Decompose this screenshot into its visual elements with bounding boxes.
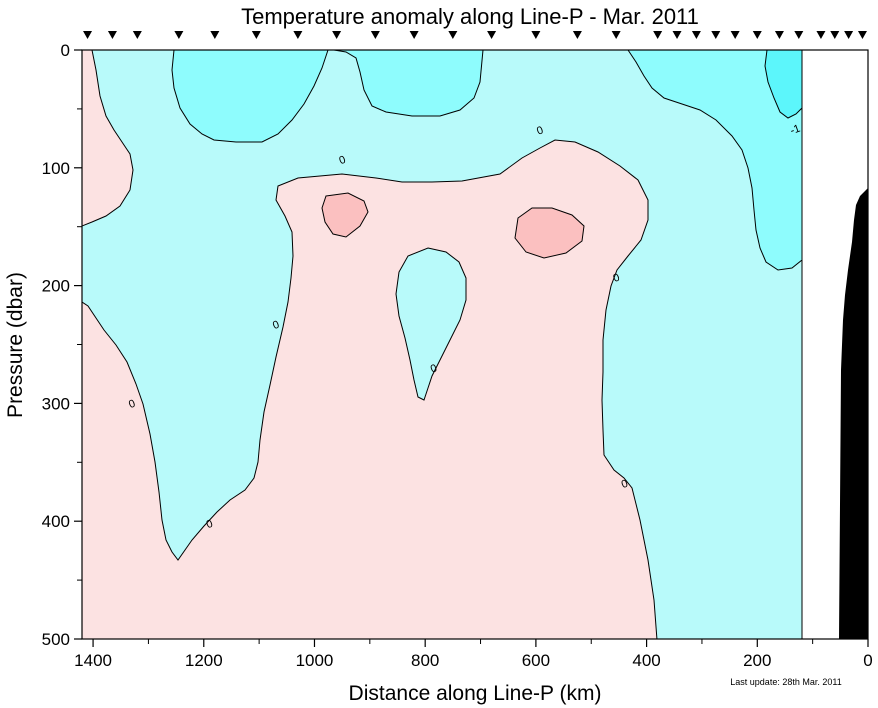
region-strong-negative-1	[171, 50, 329, 143]
region-strong-negative-2	[328, 50, 484, 117]
contour-labels: 0 0 0 0 0 0 0 0 -1	[127, 123, 802, 532]
y-tick-label: 400	[42, 512, 70, 531]
station-marker	[572, 31, 582, 39]
region-strong-negative-3	[627, 50, 803, 271]
x-tick-label: 400	[632, 651, 660, 670]
x-tick-label: 800	[411, 651, 439, 670]
station-marker	[691, 31, 701, 39]
x-tick-label: 1400	[74, 651, 112, 670]
contour-label: 0	[612, 272, 622, 285]
x-tick-label: 600	[522, 651, 550, 670]
y-tick-label: 100	[42, 159, 70, 178]
region-positive-main	[82, 139, 658, 639]
station-marker	[844, 31, 854, 39]
station-marker	[730, 31, 740, 39]
x-tick-label: 1000	[296, 651, 334, 670]
y-tick-label: 0	[61, 41, 70, 60]
x-tick-label: 1200	[185, 651, 223, 670]
station-marker	[332, 31, 342, 39]
station-marker	[752, 31, 762, 39]
station-marker	[794, 31, 804, 39]
station-marker	[672, 31, 682, 39]
station-marker	[107, 31, 117, 39]
y-tick-label: 200	[42, 277, 70, 296]
last-update-note: Last update: 28th Mar. 2011	[730, 677, 841, 687]
station-marker	[830, 31, 840, 39]
station-marker	[816, 31, 826, 39]
station-marker	[370, 31, 380, 39]
contour-label: 0	[429, 362, 439, 375]
contour-label: 0	[205, 518, 215, 531]
station-marker	[251, 31, 261, 39]
x-axis: 1400 1200 1000 800 600 400 200 0	[74, 639, 873, 670]
x-tick-label: 0	[863, 651, 872, 670]
x-axis-label: Distance along Line-P (km)	[349, 682, 602, 705]
station-marker	[774, 31, 784, 39]
contour-label: -1	[789, 123, 802, 138]
station-marker	[448, 31, 458, 39]
station-marker	[653, 31, 663, 39]
station-marker	[711, 31, 721, 39]
y-tick-label: 500	[42, 630, 70, 649]
region-positive-corner	[82, 50, 134, 227]
region-strong-positive-2	[514, 207, 585, 259]
station-marker	[132, 31, 142, 39]
station-marker	[409, 31, 419, 39]
contour-label: 0	[535, 124, 545, 137]
y-tick-label: 300	[42, 394, 70, 413]
x-tick-label: 200	[743, 651, 771, 670]
station-marker	[83, 31, 93, 39]
region-negative-island	[395, 247, 467, 401]
bathymetry	[839, 188, 868, 639]
station-marker	[293, 31, 303, 39]
chart-title: Temperature anomaly along Line-P - Mar. …	[241, 4, 699, 29]
station-marker	[210, 31, 220, 39]
contour-label: 0	[338, 154, 348, 167]
contour-label: 0	[271, 319, 281, 332]
station-marker	[487, 31, 497, 39]
station-marker	[531, 31, 541, 39]
y-axis-label: Pressure (dbar)	[4, 272, 27, 418]
region-strong-positive-1	[321, 192, 369, 238]
plot-area	[82, 50, 868, 639]
station-marker	[857, 31, 867, 39]
station-marker	[611, 31, 621, 39]
station-markers	[83, 31, 867, 39]
station-marker	[174, 31, 184, 39]
contour-label: 0	[127, 398, 137, 411]
y-axis: 0 100 200 300 400 500	[42, 41, 82, 649]
contour-label: 0	[620, 478, 630, 491]
